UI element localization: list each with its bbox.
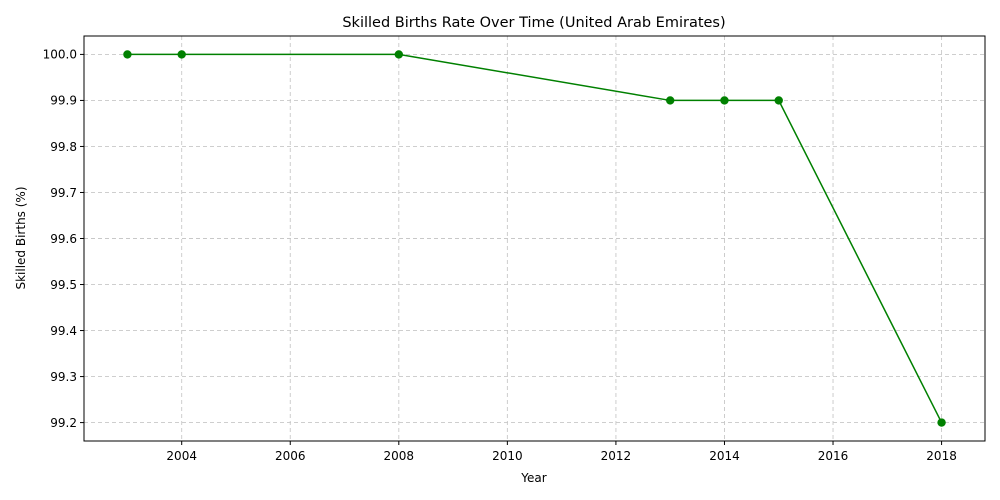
y-tick-label-99.9: 99.9 <box>50 94 77 108</box>
y-tick-label-99.7: 99.7 <box>50 186 77 200</box>
y-tick-label-99.3: 99.3 <box>50 370 77 384</box>
y-tick-label-99.6: 99.6 <box>50 232 77 246</box>
x-tick-label-2006: 2006 <box>275 449 306 463</box>
y-tick-label-99.2: 99.2 <box>50 416 77 430</box>
data-point-2018 <box>937 418 946 427</box>
y-tick-label-99.4: 99.4 <box>50 324 77 338</box>
y-tick-label-99.5: 99.5 <box>50 278 77 292</box>
series-layer <box>123 50 946 427</box>
x-tick-label-2008: 2008 <box>384 449 415 463</box>
data-point-2013 <box>665 96 675 105</box>
axes-layer: 2004 2006 2008 2010 2012 2014 2016 2018 99.2 99.3… <box>43 35 986 463</box>
chart-title: Skilled Births Rate Over Time (United Ar… <box>342 15 725 31</box>
y-axis-label: Skilled Births (%) <box>14 186 28 289</box>
data-point-2004 <box>177 50 186 59</box>
y-tick-label-100.0: 100.0 <box>43 48 77 62</box>
x-tick-label-2016: 2016 <box>818 449 849 463</box>
x-tick-label-2004: 2004 <box>166 449 197 463</box>
y-tick-label-99.8: 99.8 <box>50 140 77 154</box>
data-point-2014 <box>720 96 729 105</box>
data-point-2008 <box>394 50 404 59</box>
x-tick-label-2014: 2014 <box>709 449 740 463</box>
grid-layer <box>84 36 985 441</box>
data-point-2015 <box>774 96 783 105</box>
x-tick-label-2012: 2012 <box>601 449 632 463</box>
x-tick-label-2018: 2018 <box>926 449 957 463</box>
x-axis-label: Year <box>520 471 546 485</box>
data-point-2003 <box>123 50 132 59</box>
x-tick-label-2010: 2010 <box>492 449 523 463</box>
